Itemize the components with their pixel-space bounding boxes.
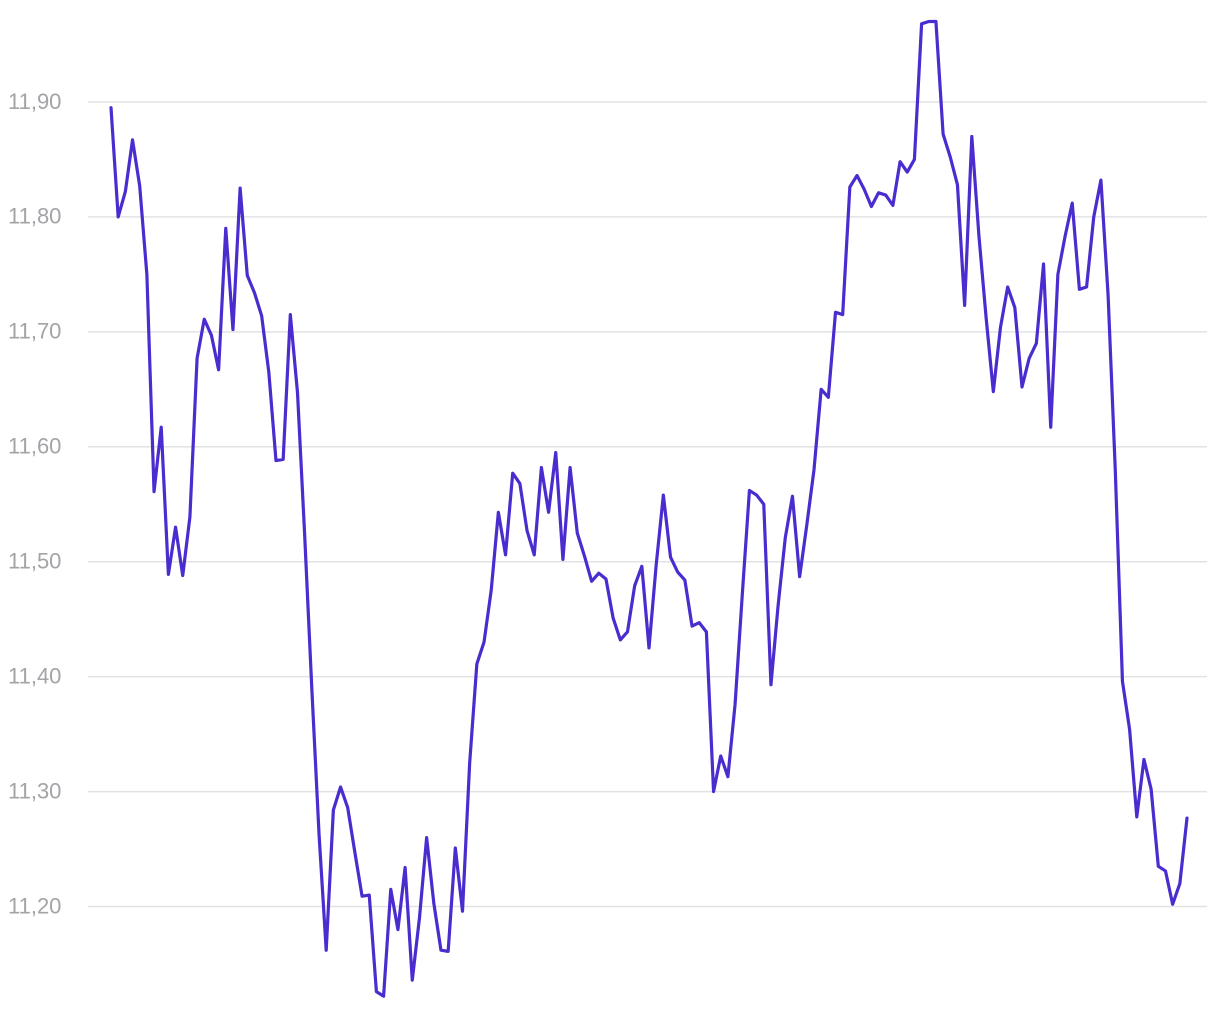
- y-tick-label: 11,70: [8, 319, 61, 344]
- y-tick-label: 11,20: [8, 893, 61, 918]
- y-tick-label: 11,80: [8, 204, 61, 229]
- price-line: [109, 19, 1189, 998]
- y-tick-label: 11,50: [8, 549, 61, 574]
- y-tick-label: 11,30: [8, 778, 61, 803]
- y-tick-label: 11,40: [8, 663, 61, 688]
- y-tick-label: 11,60: [8, 434, 61, 459]
- y-tick-label: 11,90: [8, 89, 61, 114]
